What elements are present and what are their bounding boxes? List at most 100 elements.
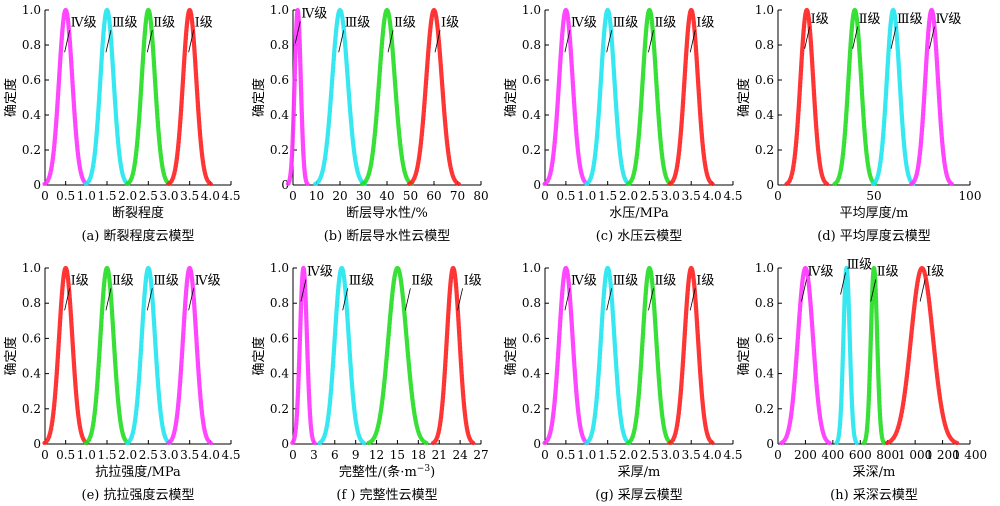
series-curve: [42, 7, 89, 187]
series-scatter: [87, 10, 130, 186]
x-tick-label: 4.0: [201, 189, 220, 203]
series-curve: [667, 265, 715, 446]
series-label-leader: [64, 288, 71, 311]
series-label-leader: [840, 272, 846, 295]
x-tick-label: 50: [403, 189, 418, 203]
x-tick-label: 2.0: [118, 189, 137, 203]
x-tick-label: 2.5: [139, 189, 158, 203]
y-tick-label: 0.2: [522, 402, 541, 416]
x-tick-label: 4.0: [703, 189, 722, 203]
series-curve: [870, 7, 916, 187]
series-label-leader: [387, 30, 394, 53]
x-tick-label: 0.5: [556, 448, 575, 462]
series-curve: [166, 7, 213, 187]
x-tick-label: 600: [849, 448, 872, 462]
x-tick-label: 0: [774, 189, 782, 203]
x-axis-label: 完整性/(条·m−3): [339, 464, 435, 480]
x-tick-label: 1.5: [598, 189, 617, 203]
series-label: Ⅲ级: [112, 15, 138, 30]
series-label-leader: [870, 279, 877, 302]
y-tick-label: 1.0: [755, 3, 774, 17]
y-tick-label: 0.4: [22, 367, 41, 381]
series-label-leader: [852, 26, 859, 49]
x-tick-label: 2.5: [640, 448, 659, 462]
series-label: Ⅱ级: [859, 12, 881, 27]
y-tick-label: 0: [766, 178, 774, 192]
series-curve: [166, 265, 213, 446]
chart-caption: (c) 水压云模型: [596, 229, 683, 244]
series-label-leader: [564, 30, 571, 53]
series-label: Ⅱ级: [153, 15, 175, 30]
y-tick-label: 1.0: [270, 3, 289, 17]
series-curve: [667, 7, 715, 187]
series-curve: [83, 265, 131, 446]
chart-caption: (g) 采厚云模型: [595, 488, 683, 503]
series-scatter: [369, 268, 429, 445]
series-scatter: [787, 10, 829, 186]
y-tick-label: 0.8: [755, 296, 774, 310]
y-tick-label: 0.4: [270, 367, 289, 381]
x-tick-label: 3.5: [180, 448, 199, 462]
series-label-leader: [404, 288, 411, 311]
x-tick-label: 2.0: [118, 448, 137, 462]
series-curve: [125, 265, 172, 446]
x-tick-label: 3.5: [180, 189, 199, 203]
y-axis-label: 确定度: [3, 78, 19, 117]
chart-caption: (d) 平均厚度云模型: [817, 228, 931, 244]
series-curve: [83, 7, 131, 187]
y-tick-label: 0.6: [22, 331, 41, 345]
series-label-leader: [457, 288, 463, 311]
series-label: Ⅲ级: [897, 12, 923, 27]
series-label: Ⅲ级: [349, 273, 375, 288]
y-axis-label: 确定度: [251, 78, 267, 117]
series-curve: [430, 265, 476, 446]
chart-panel: 0 0.2 0.4 0.6 0.8 1.0 确定度 0 10 20 30 40 50 60 70 80 断层导水…: [251, 3, 489, 244]
series-label: Ⅲ级: [613, 15, 639, 30]
series-label: Ⅱ级: [654, 15, 676, 30]
series-scatter: [545, 268, 590, 445]
series-scatter: [128, 10, 172, 186]
series-scatter: [835, 10, 877, 186]
series-label-leader: [338, 30, 345, 53]
x-tick-label: 50: [866, 189, 881, 203]
series-label-leader: [890, 26, 897, 49]
y-tick-label: 1.0: [755, 261, 774, 275]
series-label-leader: [564, 288, 571, 311]
series-label-leader: [434, 30, 441, 53]
series-label-leader: [919, 279, 926, 302]
series-label-leader: [648, 30, 654, 53]
series-curve: [542, 265, 590, 446]
series-label-leader: [146, 288, 153, 311]
series-curve: [861, 265, 887, 446]
y-tick-label: 0.4: [755, 108, 774, 122]
series-scatter: [363, 10, 414, 186]
y-axis-label: 确定度: [736, 336, 752, 375]
series-label-leader: [294, 21, 301, 44]
series-label-leader: [689, 288, 696, 311]
y-axis-label: 确定度: [503, 336, 519, 375]
series-scatter: [587, 268, 631, 445]
x-tick-label: 1 200: [925, 448, 959, 462]
series-curve: [625, 7, 673, 187]
series-curve: [285, 7, 310, 187]
y-tick-label: 0: [533, 437, 541, 451]
x-tick-label: 80: [473, 189, 488, 203]
series-label-leader: [804, 26, 811, 49]
series-curve: [542, 7, 590, 187]
series-label: Ⅳ级: [807, 265, 833, 280]
y-tick-label: 0.6: [755, 73, 774, 87]
series-curve: [313, 7, 367, 187]
series-curve: [909, 7, 954, 187]
x-tick-label: 27: [473, 448, 488, 462]
x-tick-label: 2.0: [619, 189, 638, 203]
x-tick-label: 4.0: [201, 448, 220, 462]
series-label-leader: [105, 30, 112, 53]
series-label-leader: [689, 30, 696, 53]
x-tick-label: 0: [289, 448, 297, 462]
x-tick-label: 100: [959, 189, 982, 203]
y-tick-label: 0.4: [755, 367, 774, 381]
x-tick-label: 3.0: [159, 189, 178, 203]
y-tick-label: 0.6: [270, 73, 289, 87]
series-scatter: [912, 10, 954, 186]
